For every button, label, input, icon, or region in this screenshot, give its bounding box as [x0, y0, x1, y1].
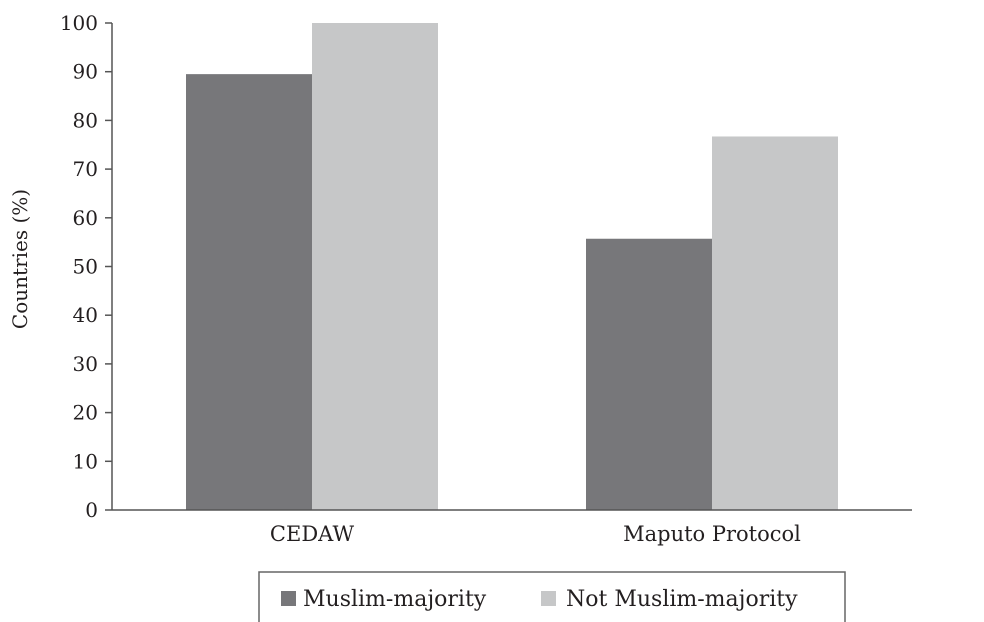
y-axis-title: Countries (%) — [8, 189, 32, 329]
y-tick-label: 50 — [73, 255, 98, 279]
y-tick-label: 20 — [73, 401, 98, 425]
bars — [186, 23, 838, 510]
legend-swatch — [281, 591, 296, 606]
bar-0-1 — [312, 23, 438, 510]
y-tick-label: 0 — [85, 498, 98, 522]
x-category-label: CEDAW — [270, 522, 355, 546]
bar-0-0 — [186, 74, 312, 510]
y-tick-label: 60 — [73, 206, 98, 230]
legend: Muslim-majority Not Muslim-majority — [258, 571, 846, 622]
legend-label: Muslim-majority — [303, 587, 487, 612]
x-category-label: Maputo Protocol — [623, 522, 801, 546]
y-tick-label: 80 — [73, 108, 98, 132]
bar-1-1 — [712, 136, 838, 510]
y-tick-label: 40 — [73, 303, 98, 327]
legend-swatch — [541, 591, 556, 606]
y-tick-label: 100 — [60, 11, 98, 35]
y-tick-label: 30 — [73, 352, 98, 376]
y-tick-label: 10 — [73, 449, 98, 473]
y-tick-label: 70 — [73, 157, 98, 181]
y-axis-ticks: 0 10 20 30 40 50 60 70 80 90 100 — [60, 11, 112, 522]
y-tick-label: 90 — [73, 60, 98, 84]
x-axis-labels: CEDAW Maputo Protocol — [270, 522, 801, 546]
legend-box — [258, 571, 846, 622]
legend-label: Not Muslim-majority — [566, 587, 798, 612]
bar-1-0 — [586, 238, 712, 510]
